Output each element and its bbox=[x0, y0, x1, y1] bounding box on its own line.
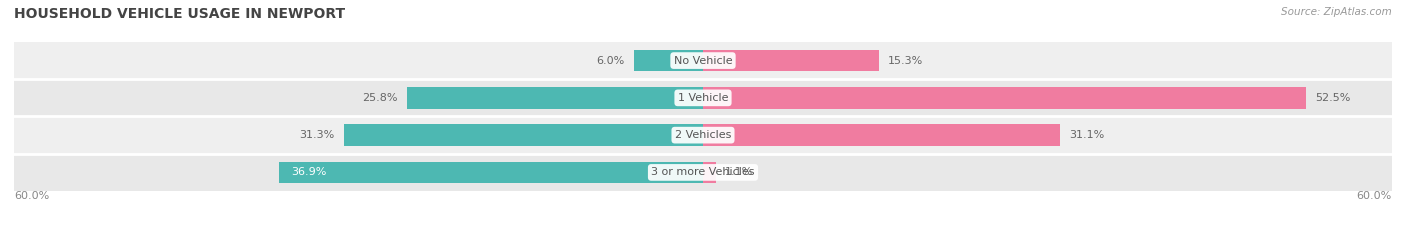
Text: 1 Vehicle: 1 Vehicle bbox=[678, 93, 728, 103]
Bar bbox=[703, 162, 716, 183]
Text: 31.3%: 31.3% bbox=[299, 130, 335, 140]
Text: 60.0%: 60.0% bbox=[1357, 191, 1392, 201]
Text: 15.3%: 15.3% bbox=[887, 56, 924, 65]
Text: Source: ZipAtlas.com: Source: ZipAtlas.com bbox=[1281, 7, 1392, 17]
Bar bbox=[14, 42, 1392, 79]
Text: 1.1%: 1.1% bbox=[725, 168, 754, 177]
Text: 25.8%: 25.8% bbox=[363, 93, 398, 103]
Text: 31.1%: 31.1% bbox=[1070, 130, 1105, 140]
Text: 2 Vehicles: 2 Vehicles bbox=[675, 130, 731, 140]
Bar bbox=[14, 79, 1392, 116]
Bar bbox=[406, 87, 703, 109]
Bar bbox=[634, 50, 703, 71]
Bar bbox=[14, 116, 1392, 154]
Bar bbox=[703, 87, 1306, 109]
Bar bbox=[703, 50, 879, 71]
Bar bbox=[343, 124, 703, 146]
Bar bbox=[703, 124, 1060, 146]
Bar bbox=[14, 154, 1392, 191]
Text: HOUSEHOLD VEHICLE USAGE IN NEWPORT: HOUSEHOLD VEHICLE USAGE IN NEWPORT bbox=[14, 7, 346, 21]
Bar bbox=[280, 162, 703, 183]
Text: No Vehicle: No Vehicle bbox=[673, 56, 733, 65]
Text: 60.0%: 60.0% bbox=[14, 191, 49, 201]
Text: 52.5%: 52.5% bbox=[1315, 93, 1350, 103]
Text: 36.9%: 36.9% bbox=[291, 168, 326, 177]
Text: 3 or more Vehicles: 3 or more Vehicles bbox=[651, 168, 755, 177]
Text: 6.0%: 6.0% bbox=[596, 56, 624, 65]
